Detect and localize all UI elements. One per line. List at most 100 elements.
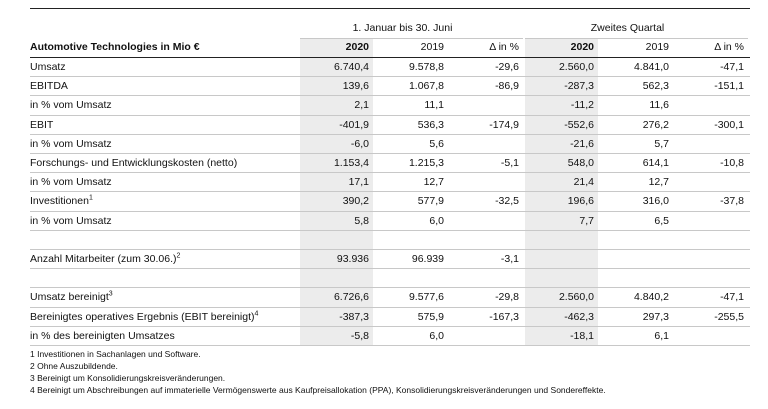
group-header: Zweites Quartal bbox=[590, 22, 665, 34]
row-rule bbox=[30, 95, 750, 97]
row-label: Anzahl Mitarbeiter (zum 30.06.)2 bbox=[30, 252, 180, 266]
cell: 12,7 bbox=[648, 176, 669, 189]
cell: -47,1 bbox=[720, 61, 744, 73]
cell: -32,5 bbox=[495, 195, 519, 208]
column-header: 2019 bbox=[420, 41, 444, 53]
label-text: in % vom Umsatz bbox=[30, 214, 112, 227]
label-text: Anzahl Mitarbeiter (zum 30.06.) bbox=[30, 253, 177, 265]
cell: -37,8 bbox=[720, 195, 744, 208]
cell: -10,8 bbox=[720, 157, 744, 169]
label-text: in % vom Umsatz bbox=[30, 176, 112, 189]
row-rule bbox=[30, 345, 750, 346]
row-label: in % vom Umsatz bbox=[30, 137, 112, 151]
cell: -5,1 bbox=[500, 157, 519, 169]
cell: 6,0 bbox=[429, 329, 444, 342]
top-rule bbox=[30, 8, 750, 9]
cell: -287,3 bbox=[564, 80, 594, 93]
cell: 6,0 bbox=[429, 214, 444, 227]
table-title: Automotive Technologies in Mio € bbox=[30, 41, 200, 53]
column-header: 2020 bbox=[570, 41, 594, 53]
row-rule bbox=[30, 210, 750, 212]
cell: -21,6 bbox=[570, 137, 594, 150]
cell: -47,1 bbox=[720, 291, 744, 304]
row-rule bbox=[30, 268, 750, 270]
cell: 9.578,8 bbox=[408, 61, 444, 73]
row-label: Investitionen1 bbox=[30, 194, 93, 208]
label-text: in % des bereinigten Umsatzes bbox=[30, 329, 175, 342]
cell: 1.215,3 bbox=[408, 157, 444, 169]
row-label: in % des bereinigten Umsatzes bbox=[30, 329, 175, 343]
cell: -552,6 bbox=[564, 118, 594, 131]
row-label: in % vom Umsatz bbox=[30, 175, 112, 189]
cell: 5,6 bbox=[429, 137, 444, 150]
group-rule bbox=[300, 38, 523, 39]
cell: 21,4 bbox=[573, 176, 594, 189]
cell: 276,2 bbox=[642, 118, 669, 131]
cell: -387,3 bbox=[339, 310, 369, 323]
footnote: 4 Bereinigt um Abschreibungen auf immate… bbox=[30, 385, 606, 395]
cell: 575,9 bbox=[417, 310, 444, 323]
cell: 9.577,6 bbox=[408, 291, 444, 304]
cell: 536,3 bbox=[417, 118, 444, 131]
row-rule bbox=[30, 287, 750, 289]
label-text: EBIT bbox=[30, 118, 54, 131]
cell: 5,7 bbox=[654, 137, 669, 150]
row-label: Umsatz bereinigt3 bbox=[30, 290, 113, 304]
row-label: Bereinigtes operatives Ergebnis (EBIT be… bbox=[30, 310, 258, 324]
row-label: EBITDA bbox=[30, 79, 68, 93]
cell: 390,2 bbox=[342, 195, 369, 208]
cell: 196,6 bbox=[567, 195, 594, 208]
cell: -29,8 bbox=[495, 291, 519, 304]
cell: -462,3 bbox=[564, 310, 594, 323]
cell: -401,9 bbox=[339, 118, 369, 131]
cell: 577,9 bbox=[417, 195, 444, 208]
footnote-ref: 2 bbox=[176, 252, 181, 260]
footnote-ref: 1 bbox=[88, 194, 93, 202]
row-rule bbox=[30, 114, 750, 116]
row-rule bbox=[30, 76, 750, 78]
cell: 139,6 bbox=[342, 80, 369, 93]
cell: -151,1 bbox=[714, 80, 744, 93]
cell: -6,0 bbox=[350, 137, 369, 150]
footnote: 3 Bereinigt um Konsolidierungskreisverän… bbox=[30, 373, 226, 383]
column-header: Δ in % bbox=[489, 41, 519, 53]
row-label: Umsatz bbox=[30, 60, 66, 74]
cell: -174,9 bbox=[489, 118, 519, 131]
cell: -29,6 bbox=[495, 61, 519, 73]
footnote: 1 Investitionen in Sachanlagen und Softw… bbox=[30, 349, 201, 359]
row-label: in % vom Umsatz bbox=[30, 98, 112, 112]
cell: -255,5 bbox=[714, 310, 744, 323]
cell: 6,5 bbox=[654, 214, 669, 227]
cell: 1.153,4 bbox=[333, 157, 369, 169]
cell: 12,7 bbox=[423, 176, 444, 189]
cell: 6.726,6 bbox=[333, 291, 369, 304]
cell: 548,0 bbox=[567, 157, 594, 169]
column-header: 2020 bbox=[345, 41, 369, 53]
cell: 562,3 bbox=[642, 80, 669, 93]
cell: -3,1 bbox=[500, 253, 519, 265]
row-rule bbox=[30, 306, 750, 308]
footnote-ref: 4 bbox=[254, 310, 259, 318]
cell: 316,0 bbox=[642, 195, 669, 208]
row-rule bbox=[30, 229, 750, 231]
group-header: 1. Januar bis 30. Juni bbox=[352, 22, 453, 34]
row-label: EBIT bbox=[30, 118, 53, 132]
row-rule bbox=[30, 172, 750, 174]
row-rule bbox=[30, 325, 750, 327]
cell: -300,1 bbox=[714, 118, 744, 131]
label-text: in % vom Umsatz bbox=[30, 99, 112, 112]
group-rule bbox=[525, 38, 748, 39]
cell: 614,1 bbox=[642, 157, 669, 169]
cell: 6,1 bbox=[654, 329, 669, 342]
cell: 93.936 bbox=[336, 253, 369, 265]
cell: -5,8 bbox=[350, 329, 369, 342]
cell: 11,1 bbox=[424, 99, 444, 112]
label-text: Investitionen bbox=[30, 195, 89, 208]
footnote-ref: 3 bbox=[108, 290, 113, 298]
footnote: 2 Ohne Auszubildende. bbox=[30, 361, 118, 371]
cell: -167,3 bbox=[489, 310, 519, 323]
row-label: Forschungs- und Entwicklungskosten (nett… bbox=[30, 156, 237, 170]
cell: 4.840,2 bbox=[633, 291, 669, 304]
column-header: Δ in % bbox=[714, 41, 744, 53]
